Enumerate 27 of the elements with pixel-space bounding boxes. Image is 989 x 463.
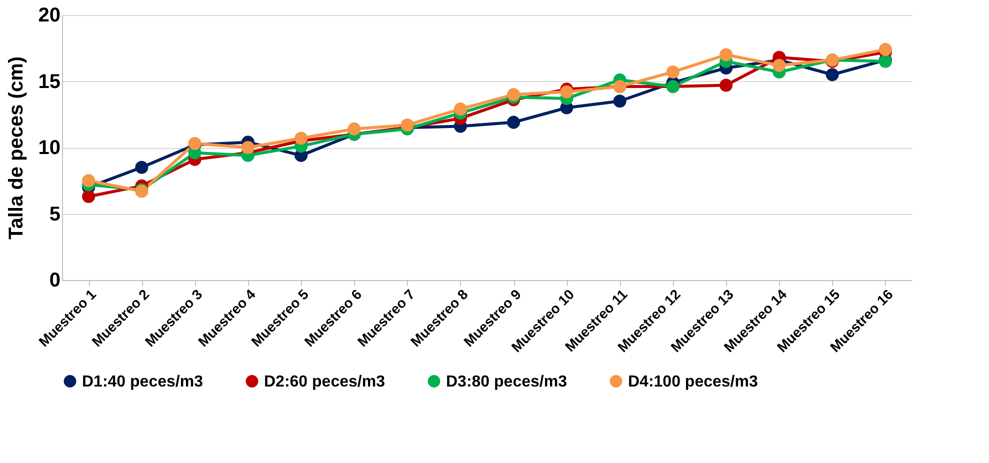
point xyxy=(878,42,892,56)
point xyxy=(560,85,574,98)
point xyxy=(294,132,308,145)
point xyxy=(135,160,148,174)
legend-label: D4:100 peces/m3 xyxy=(628,373,758,390)
y-tick-label: 15 xyxy=(38,70,60,93)
point xyxy=(400,118,414,132)
point xyxy=(241,140,254,154)
point xyxy=(507,116,520,129)
point xyxy=(826,68,839,82)
point xyxy=(82,190,96,204)
point xyxy=(454,102,467,116)
point xyxy=(348,122,361,136)
y-tick-label: 5 xyxy=(49,203,60,226)
point xyxy=(720,48,733,62)
point xyxy=(720,78,733,92)
point xyxy=(772,58,786,72)
point xyxy=(507,88,520,102)
y-tick-label: 0 xyxy=(49,270,60,292)
point xyxy=(613,94,626,108)
y-axis-title: Talla de peces (cm) xyxy=(5,56,28,240)
legend-label: D2:60 peces/m3 xyxy=(264,373,386,390)
y-tick-label: 10 xyxy=(38,137,60,159)
legend-label: D3:80 peces/m3 xyxy=(446,373,568,390)
legend-label: D1:40 peces/m3 xyxy=(82,373,204,390)
y-tick-label: 20 xyxy=(38,4,60,26)
point xyxy=(666,65,680,78)
